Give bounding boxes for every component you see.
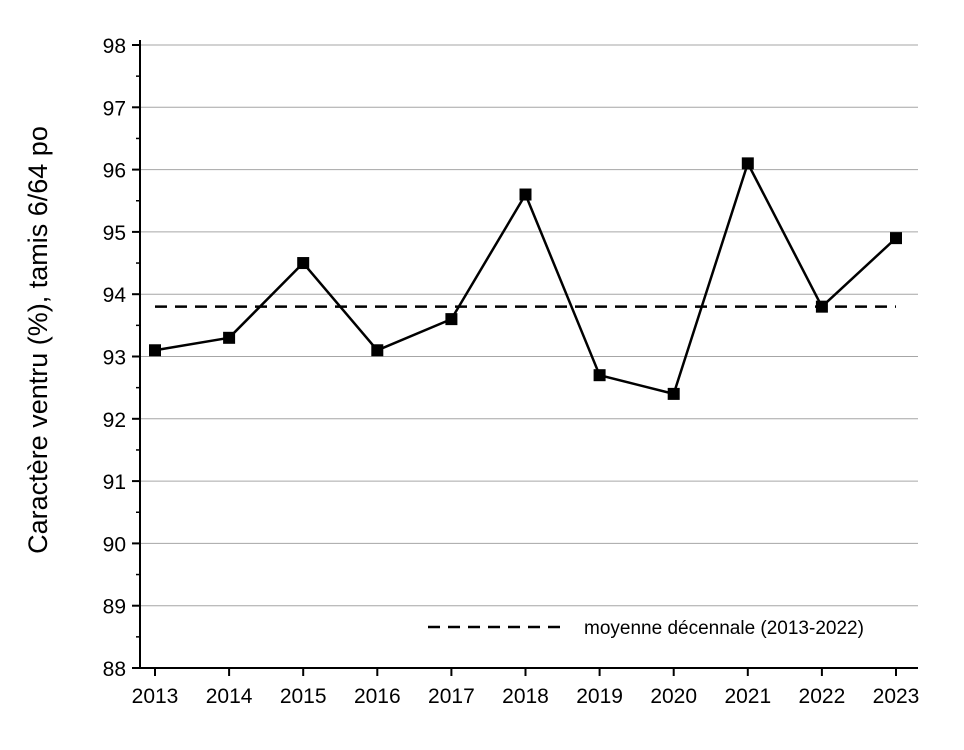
x-tick-label: 2021 xyxy=(724,685,771,708)
data-point-marker xyxy=(593,369,606,382)
x-tick-label: 2014 xyxy=(206,685,253,708)
x-tick-label: 2019 xyxy=(576,685,623,708)
x-tick-label: 2015 xyxy=(280,685,327,708)
data-point-marker xyxy=(149,344,161,357)
x-tick-label: 2020 xyxy=(650,685,697,708)
data-point-marker xyxy=(667,387,680,400)
y-tick-label: 93 xyxy=(103,347,126,370)
legend-label: moyenne décennale (2013-2022) xyxy=(584,618,864,639)
gridlines xyxy=(140,44,918,607)
y-tick-label: 94 xyxy=(103,284,127,307)
y-tick-label: 97 xyxy=(103,97,126,120)
y-tick-label: 88 xyxy=(103,658,126,681)
tick-labels: 88 89 90 91 92 93 94 95 96 97 98 2013 2014 2015 2016 20… xyxy=(103,35,920,708)
x-tick-label: 2023 xyxy=(873,685,920,708)
y-tick-label: 96 xyxy=(103,160,126,183)
legend: moyenne décennale (2013-2022) xyxy=(428,618,864,639)
y-axis-title: Caractère ventru (%), tamis 6/64 po xyxy=(23,126,53,554)
y-tick-label: 95 xyxy=(103,222,126,245)
x-tick-label: 2016 xyxy=(354,685,401,708)
data-point-marker xyxy=(815,300,828,313)
y-tick-label: 91 xyxy=(103,471,126,494)
data-point-marker xyxy=(297,257,310,270)
axes xyxy=(132,40,918,676)
series-group xyxy=(149,157,902,400)
data-point-marker xyxy=(519,188,532,201)
x-tick-label: 2022 xyxy=(799,685,846,708)
x-tick-label: 2018 xyxy=(502,685,549,708)
y-tick-label: 92 xyxy=(103,409,126,432)
data-point-marker xyxy=(890,232,902,245)
x-tick-label: 2013 xyxy=(132,685,179,708)
data-point-marker xyxy=(445,313,458,326)
y-tick-label: 89 xyxy=(103,596,126,619)
y-tick-label: 98 xyxy=(103,35,126,58)
x-tick-label: 2017 xyxy=(428,685,475,708)
y-tick-label: 90 xyxy=(103,533,126,556)
data-point-marker xyxy=(223,331,236,344)
data-point-marker xyxy=(741,157,754,170)
data-point-marker xyxy=(371,344,384,357)
